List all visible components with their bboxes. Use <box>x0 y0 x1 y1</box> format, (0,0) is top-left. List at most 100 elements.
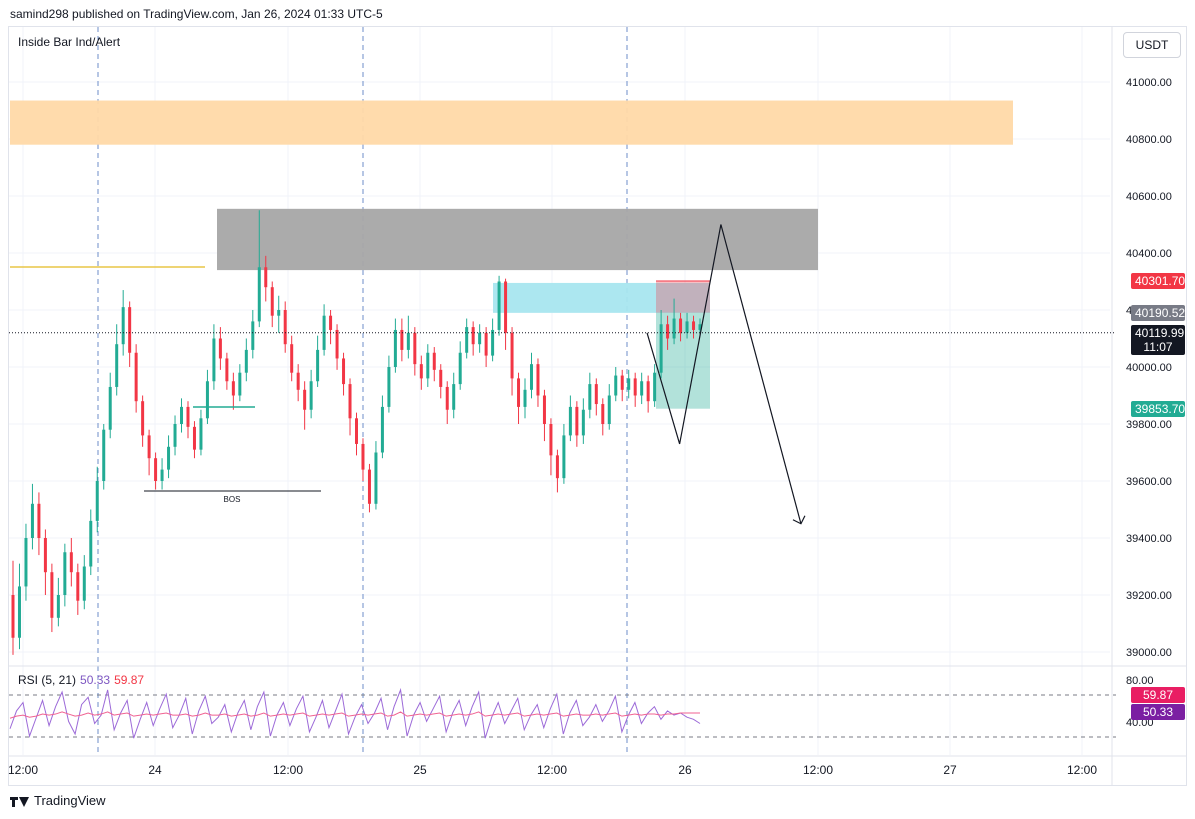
candle-body <box>439 369 443 387</box>
rsi-slow-tag: 59.87 <box>1131 687 1185 703</box>
candle-body <box>11 595 15 638</box>
candle-body <box>251 321 255 350</box>
candle-body <box>335 329 339 359</box>
price-tick-label: 39800.00 <box>1126 419 1172 431</box>
candle-body <box>82 566 86 601</box>
candle-body <box>115 344 119 387</box>
candle-body <box>134 352 138 402</box>
rsi-legend[interactable]: RSI (5, 21) 50.33 59.87 <box>18 673 144 687</box>
candle-body <box>329 315 333 330</box>
candle-body <box>270 287 274 316</box>
candle-body <box>50 572 54 618</box>
candle-body <box>458 352 462 385</box>
candle-body <box>380 406 384 453</box>
candle-body <box>471 327 475 345</box>
projection-path <box>646 224 802 524</box>
rsi-fast-tag: 50.33 <box>1131 704 1185 720</box>
candle-body <box>342 358 346 385</box>
candle-body <box>640 381 644 396</box>
candle-body <box>160 469 164 481</box>
candle-body <box>141 401 145 436</box>
time-tick-label: 12:00 <box>803 763 833 777</box>
candle-body <box>517 378 521 407</box>
candles <box>11 210 702 655</box>
candle-body <box>17 586 21 638</box>
candle-body <box>244 349 248 373</box>
candle-body <box>37 503 41 538</box>
rsi-legend-name: RSI (5, 21) <box>18 673 77 687</box>
candle-body <box>555 455 559 479</box>
candle-body <box>581 409 585 436</box>
rsi-pane: 80.00 40.00 <box>9 27 1187 785</box>
candle-body <box>361 443 365 470</box>
tradingview-brand[interactable]: TradingView <box>10 793 106 808</box>
time-axis: 12:00 24 12:00 25 12:00 26 12:00 27 12:00 <box>8 763 1097 777</box>
candle-body <box>666 324 670 339</box>
candle-body <box>484 332 488 356</box>
bos-label: BOS <box>224 495 241 504</box>
supply-zone <box>10 100 1013 145</box>
candle-body <box>290 344 294 373</box>
candle-body <box>465 327 469 353</box>
price-tick-label: 40400.00 <box>1126 248 1172 260</box>
candle-body <box>367 469 371 504</box>
time-tick-label: 24 <box>148 763 162 777</box>
candle-body <box>277 310 281 316</box>
candle-body <box>374 452 378 504</box>
time-tick-label: 12:00 <box>273 763 303 777</box>
time-tick-label: 27 <box>943 763 957 777</box>
candle-body <box>510 332 514 379</box>
candle-body <box>562 435 566 479</box>
candle-body <box>95 481 99 521</box>
publisher-text: samind298 published on TradingView.com, … <box>10 7 383 21</box>
candle-body <box>679 318 683 333</box>
candle-body <box>257 267 261 322</box>
candle-body <box>452 384 456 410</box>
candle-body <box>225 358 229 382</box>
last-price-value: 40119.99 <box>1135 325 1185 340</box>
candle-body <box>24 538 28 587</box>
zones <box>10 100 1013 409</box>
candle-body <box>316 349 320 382</box>
candle-body <box>147 435 151 459</box>
candle-body <box>76 572 80 601</box>
candle-body <box>218 338 222 359</box>
projection-arrowhead <box>792 515 806 525</box>
price-tick-label: 39200.00 <box>1126 590 1172 602</box>
currency-button[interactable]: USDT <box>1123 32 1181 58</box>
price-tick-label: 39400.00 <box>1126 533 1172 545</box>
candle-body <box>63 552 67 595</box>
candle-body <box>154 458 158 481</box>
price-tick-label: 40600.00 <box>1126 191 1172 203</box>
price-tick-label: 39600.00 <box>1126 476 1172 488</box>
candle-body <box>601 404 605 424</box>
resistance-zone <box>217 208 818 271</box>
rsi-value-slow: 59.87 <box>114 673 145 687</box>
candle-body <box>348 384 352 419</box>
candle-body <box>529 364 533 390</box>
candle-body <box>432 352 436 370</box>
tradingview-logo-icon <box>10 794 30 808</box>
candle-body <box>445 386 449 410</box>
candle-body <box>659 324 663 373</box>
candle-body <box>419 364 423 379</box>
candle-body <box>264 267 268 288</box>
level-price-tag: 40190.52 <box>1131 304 1185 321</box>
position-target-area <box>656 281 710 313</box>
indicator-title[interactable]: Inside Bar Ind/Alert <box>18 35 121 49</box>
candle-body <box>646 381 650 402</box>
candle-body <box>102 429 106 481</box>
candle-body <box>406 332 410 350</box>
candle-body <box>56 595 60 618</box>
candle-body <box>523 389 527 407</box>
candle-body <box>588 384 592 410</box>
candle-body <box>549 424 553 456</box>
candle-body <box>614 375 618 396</box>
price-tick-label: 40800.00 <box>1126 134 1172 146</box>
candle-body <box>43 538 47 573</box>
candle-body <box>594 384 598 405</box>
last-price-tag: 40119.99 11:07 <box>1131 324 1185 355</box>
time-tick-label: 25 <box>413 763 427 777</box>
candle-body <box>89 520 93 567</box>
